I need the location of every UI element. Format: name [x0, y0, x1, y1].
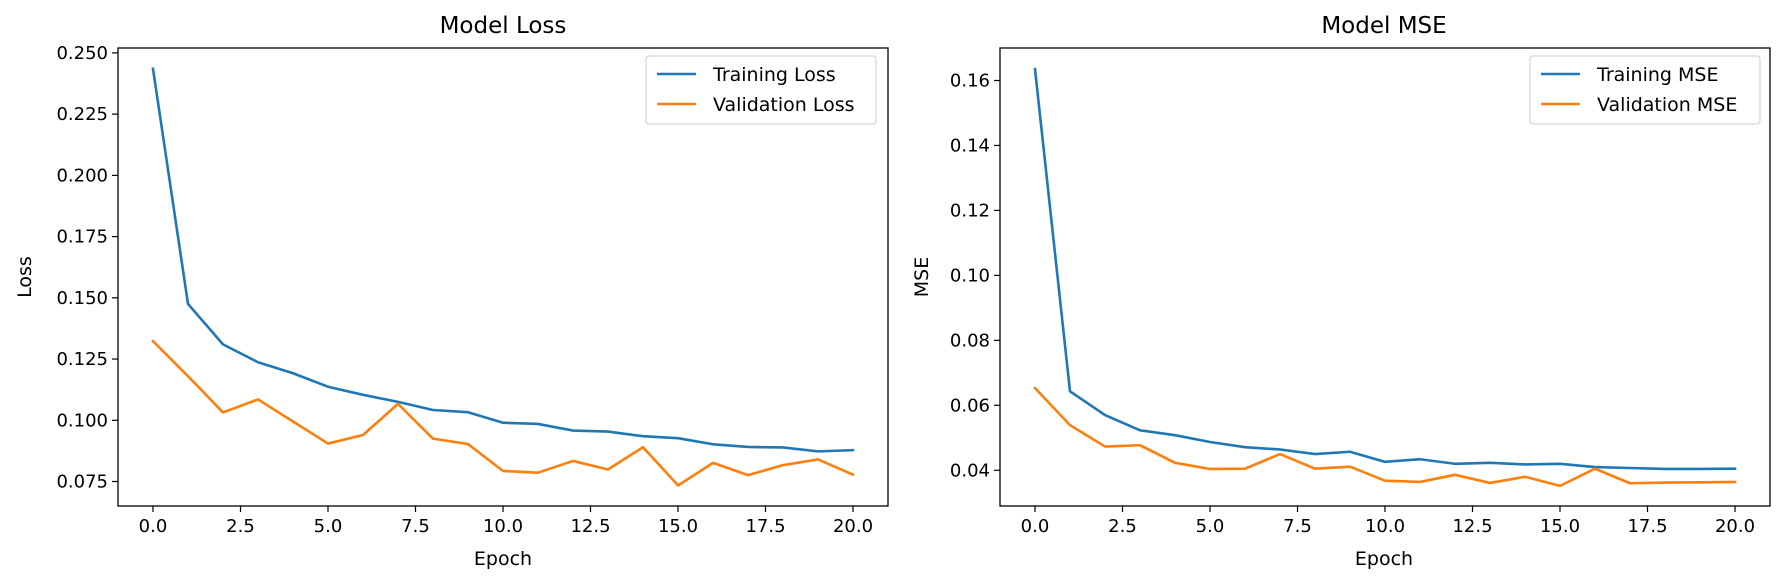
mse-legend: Training MSE Validation MSE — [1529, 55, 1761, 125]
mse-chart-title: Model MSE — [1321, 13, 1446, 39]
loss-y-tick-label: 0.175 — [56, 227, 108, 248]
loss-y-tick-label: 0.125 — [56, 349, 108, 370]
mse-x-tick-label: 20.0 — [1715, 516, 1755, 537]
mse-x-tick-label: 10.0 — [1365, 516, 1405, 537]
mse-y-tick-label: 0.16 — [950, 70, 990, 91]
loss-y-tick-label: 0.075 — [56, 472, 108, 493]
mse-axes-frame — [999, 47, 1771, 507]
mse-x-tick-label: 0.0 — [1021, 516, 1050, 537]
mse-y-tick-label: 0.08 — [950, 330, 990, 351]
loss-chart-title: Model Loss — [440, 13, 567, 39]
mse-x-tick-label: 12.5 — [1452, 516, 1492, 537]
loss-chart-panel: Model Loss 0.0 2.5 5.0 7.5 10.0 12.5 15.0 17.5 2… — [14, 13, 889, 570]
loss-x-tick-label: 5.0 — [314, 516, 343, 537]
loss-axes-frame — [117, 47, 889, 507]
mse-chart-panel: Model MSE 0.0 2.5 5.0 7.5 10.0 12.5 15.0 17.5 20… — [911, 13, 1771, 570]
mse-y-axis-label: MSE — [911, 257, 933, 297]
mse-plot-area: 0.0 2.5 5.0 7.5 10.0 12.5 15.0 17.5 20.0 0.04 0.06… — [950, 67, 1755, 537]
loss-legend: Training Loss Validation Loss — [645, 55, 877, 125]
mse-x-axis-label: Epoch — [1355, 548, 1413, 570]
loss-x-tick-label: 17.5 — [745, 516, 785, 537]
loss-x-tick-label: 20.0 — [833, 516, 873, 537]
loss-plot-area: 0.0 2.5 5.0 7.5 10.0 12.5 15.0 17.5 20.0 0.075 0.1… — [56, 43, 873, 537]
loss-y-tick-label: 0.100 — [56, 410, 108, 431]
mse-y-tick-label: 0.14 — [950, 135, 990, 156]
loss-x-tick-label: 10.0 — [483, 516, 523, 537]
loss-x-tick-label: 0.0 — [139, 516, 168, 537]
mse-y-tick-label: 0.04 — [950, 460, 990, 481]
loss-series-line-training — [151, 67, 855, 453]
loss-x-tick-label: 7.5 — [401, 516, 430, 537]
mse-legend-label-training: Training MSE — [1596, 64, 1718, 86]
loss-x-tick-label: 2.5 — [226, 516, 255, 537]
loss-legend-label-validation: Validation Loss — [713, 94, 855, 116]
loss-legend-label-training: Training Loss — [712, 64, 836, 86]
mse-x-tick-label: 7.5 — [1283, 516, 1312, 537]
loss-y-tick-label: 0.200 — [56, 165, 108, 186]
loss-y-tick-label: 0.150 — [56, 288, 108, 309]
loss-y-axis-label: Loss — [14, 256, 36, 298]
loss-y-tick-label: 0.250 — [56, 43, 108, 64]
mse-series-line-validation — [1033, 386, 1737, 488]
loss-series-line-validation — [151, 339, 855, 487]
mse-series-line-training — [1033, 67, 1737, 471]
mse-y-tick-label: 0.12 — [950, 200, 990, 221]
mse-legend-box — [1529, 55, 1761, 125]
loss-legend-box — [645, 55, 877, 125]
loss-x-axis-label: Epoch — [474, 548, 532, 570]
mse-x-tick-label: 17.5 — [1627, 516, 1667, 537]
mse-x-tick-label: 15.0 — [1540, 516, 1580, 537]
mse-x-tick-label: 5.0 — [1196, 516, 1225, 537]
loss-x-tick-label: 15.0 — [658, 516, 698, 537]
mse-x-tick-label: 2.5 — [1108, 516, 1137, 537]
mse-legend-label-validation: Validation MSE — [1597, 94, 1737, 116]
loss-y-tick-label: 0.225 — [56, 104, 108, 125]
mse-y-tick-label: 0.06 — [950, 395, 990, 416]
loss-x-tick-label: 12.5 — [570, 516, 610, 537]
mse-y-tick-label: 0.10 — [950, 265, 990, 286]
